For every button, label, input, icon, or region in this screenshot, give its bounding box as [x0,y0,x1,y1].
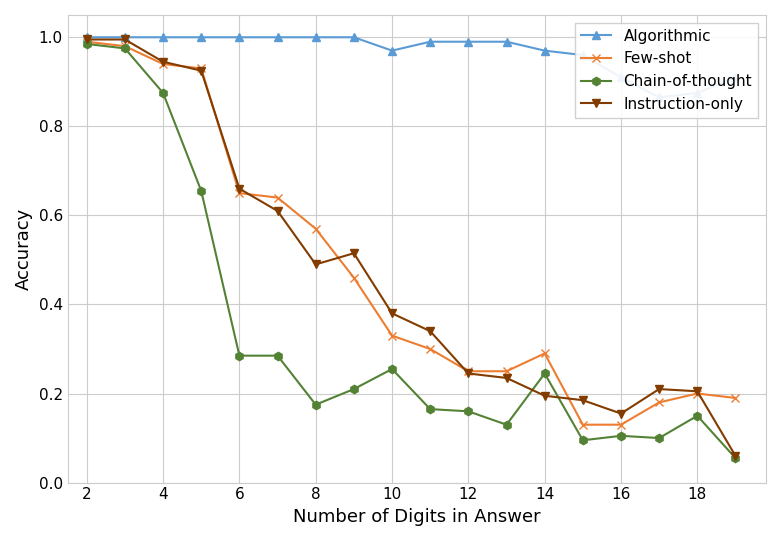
Instruction-only [693,388,702,394]
Few-shot [731,395,740,401]
Few-shot [616,421,626,428]
Instruction-only [426,328,435,334]
Algorithmic [616,74,626,81]
Instruction-only [82,36,91,43]
Chain-of-thought [654,435,664,441]
Chain-of-thought [349,386,358,392]
Few-shot [273,194,282,201]
Chain-of-thought [464,408,473,414]
Legend: Algorithmic, Few-shot, Chain-of-thought, Instruction-only: Algorithmic, Few-shot, Chain-of-thought,… [575,23,758,118]
Few-shot [159,61,168,67]
Algorithmic [502,38,512,45]
Line: Few-shot: Few-shot [83,37,740,429]
Instruction-only [464,370,473,377]
Chain-of-thought [159,90,168,96]
Chain-of-thought [120,45,130,51]
Few-shot [311,226,320,232]
Algorithmic [349,34,358,41]
Line: Instruction-only: Instruction-only [83,35,740,460]
Few-shot [502,368,512,374]
Algorithmic [82,34,91,41]
Algorithmic [540,48,549,54]
Chain-of-thought [502,421,512,428]
Instruction-only [387,310,397,316]
Chain-of-thought [578,437,587,444]
Instruction-only [273,208,282,214]
Instruction-only [349,250,358,256]
Algorithmic [464,38,473,45]
Chain-of-thought [387,366,397,372]
Algorithmic [693,90,702,96]
Few-shot [349,274,358,281]
Few-shot [82,38,91,45]
Chain-of-thought [273,352,282,359]
Chain-of-thought [731,455,740,461]
Chain-of-thought [235,352,244,359]
Instruction-only [159,58,168,65]
Instruction-only [540,393,549,399]
Algorithmic [159,34,168,41]
Few-shot [654,399,664,406]
Instruction-only [731,453,740,459]
Algorithmic [120,34,130,41]
Line: Algorithmic: Algorithmic [83,33,740,102]
Algorithmic [273,34,282,41]
Instruction-only [235,186,244,192]
Instruction-only [120,36,130,43]
Few-shot [693,390,702,397]
Y-axis label: Accuracy: Accuracy [15,208,33,290]
Few-shot [426,346,435,352]
Few-shot [197,65,206,72]
Chain-of-thought [616,433,626,439]
Chain-of-thought [82,41,91,47]
Algorithmic [387,48,397,54]
Algorithmic [426,38,435,45]
Chain-of-thought [311,401,320,408]
Instruction-only [502,375,512,381]
Algorithmic [235,34,244,41]
Algorithmic [654,94,664,101]
Chain-of-thought [197,188,206,194]
Chain-of-thought [426,406,435,412]
X-axis label: Number of Digits in Answer: Number of Digits in Answer [293,508,540,526]
Instruction-only [311,261,320,268]
Few-shot [540,350,549,357]
Chain-of-thought [540,370,549,377]
Chain-of-thought [693,413,702,419]
Few-shot [464,368,473,374]
Algorithmic [311,34,320,41]
Few-shot [578,421,587,428]
Algorithmic [578,52,587,58]
Instruction-only [197,68,206,74]
Algorithmic [197,34,206,41]
Few-shot [120,43,130,49]
Few-shot [387,332,397,339]
Line: Chain-of-thought: Chain-of-thought [83,40,740,462]
Instruction-only [616,410,626,417]
Algorithmic [731,74,740,81]
Instruction-only [654,386,664,392]
Few-shot [235,190,244,196]
Instruction-only [578,397,587,404]
